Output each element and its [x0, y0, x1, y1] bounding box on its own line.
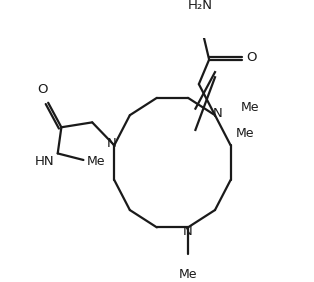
- Text: N: N: [213, 107, 223, 120]
- Text: Me: Me: [179, 268, 197, 281]
- Text: Me: Me: [236, 127, 254, 140]
- Text: H₂N: H₂N: [188, 0, 213, 12]
- Text: Me: Me: [87, 155, 106, 168]
- Text: N: N: [183, 226, 193, 239]
- Text: O: O: [37, 83, 47, 96]
- Text: Me: Me: [241, 100, 259, 114]
- Text: N: N: [107, 137, 116, 150]
- Text: O: O: [246, 51, 256, 65]
- Text: HN: HN: [35, 155, 54, 168]
